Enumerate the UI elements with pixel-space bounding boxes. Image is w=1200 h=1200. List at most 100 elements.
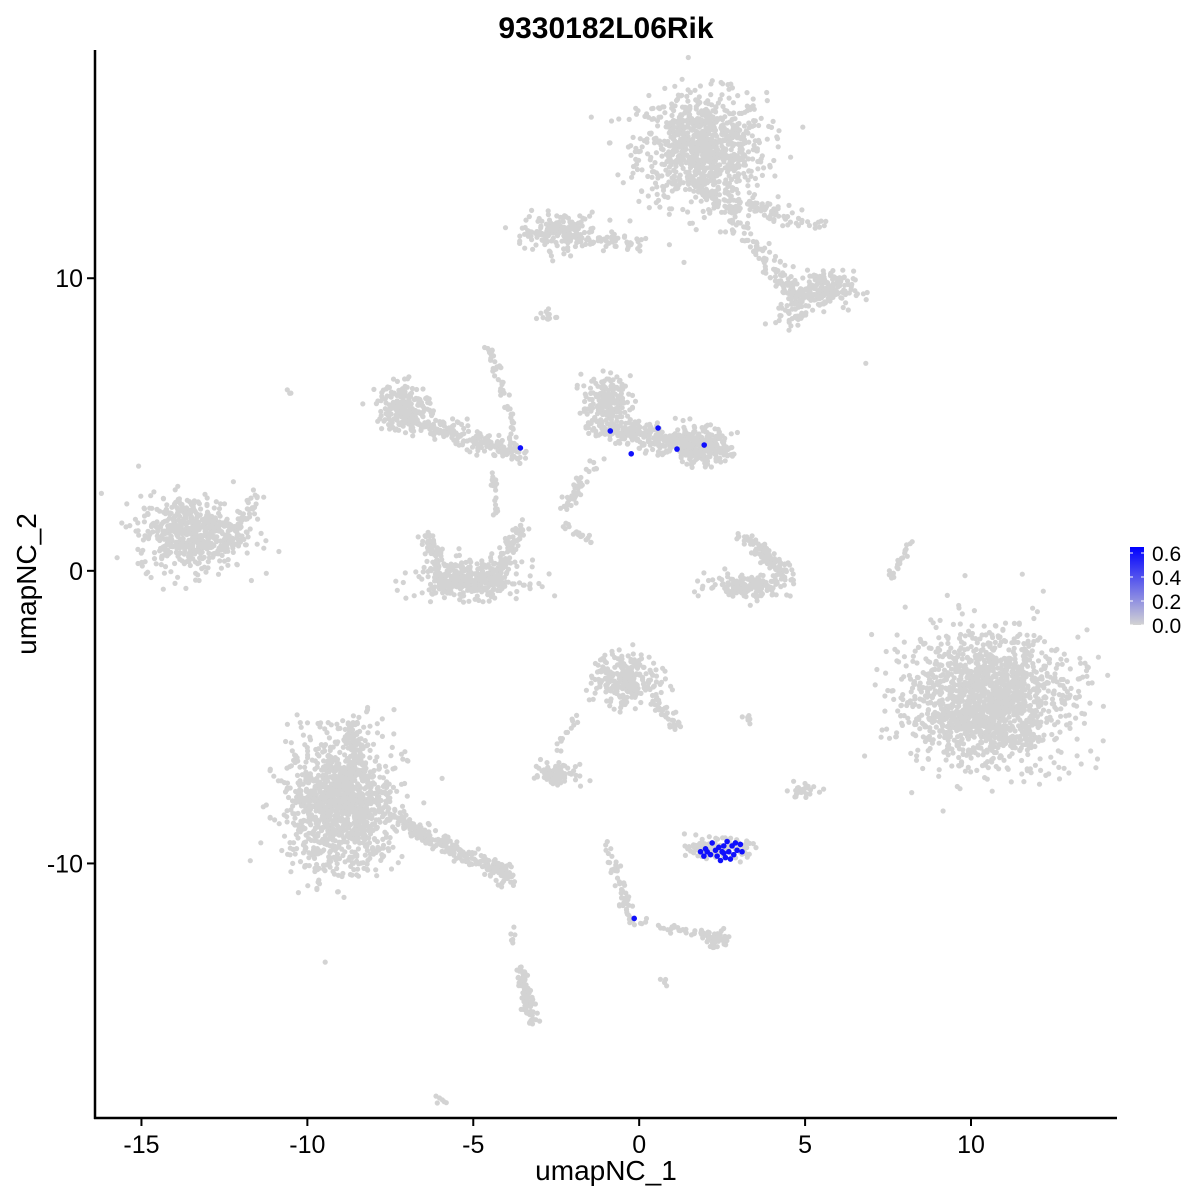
cell-point (793, 220, 799, 226)
cell-point (784, 303, 790, 309)
cell-point (699, 425, 705, 431)
cell-point (815, 293, 821, 299)
cell-point (762, 264, 768, 270)
cell-point (780, 289, 786, 295)
cell-point (606, 140, 613, 146)
cell-point (729, 159, 735, 165)
cell-point (209, 534, 215, 540)
cell-point (513, 434, 519, 440)
cell-point (388, 422, 394, 429)
cell-point (752, 175, 759, 182)
cell-point (726, 140, 732, 146)
cell-point (789, 210, 795, 216)
cell-point (772, 173, 778, 179)
cell-point (625, 440, 631, 446)
cell-point (744, 90, 750, 96)
cell-point (587, 396, 593, 402)
cell-point (1043, 700, 1049, 706)
cell-point (212, 550, 218, 556)
cell-point (216, 545, 222, 551)
cell-point (728, 147, 734, 153)
cell-point (650, 446, 656, 453)
cell-point (667, 143, 673, 149)
cell-point (695, 161, 701, 168)
cell-point (680, 417, 686, 424)
cell-point (484, 436, 491, 442)
cell-point (768, 578, 774, 584)
cell-point (764, 136, 770, 142)
cell-point (559, 238, 565, 244)
cell-point (645, 193, 651, 199)
cell-point (562, 227, 568, 233)
cell-point (695, 593, 701, 599)
cell-point (903, 663, 909, 669)
cell-point (441, 595, 447, 601)
cell-point (673, 142, 679, 148)
cell-point (430, 537, 437, 544)
cell-point (652, 160, 658, 166)
cell-point (735, 133, 741, 139)
cell-point (141, 505, 147, 511)
cell-point (543, 309, 549, 315)
cell-point (842, 288, 848, 294)
cell-point (701, 214, 707, 221)
cell-point (781, 567, 788, 573)
cell-point (636, 198, 642, 204)
cell-point (763, 579, 769, 586)
cell-point (500, 557, 507, 563)
cell-point (653, 150, 660, 156)
cell-point (705, 158, 712, 164)
cell-point (676, 440, 682, 446)
cell-point (649, 174, 655, 180)
cell-point (760, 257, 766, 263)
cell-point (1049, 647, 1055, 653)
cell-point (639, 167, 645, 173)
cell-point (170, 517, 176, 523)
cell-point (1039, 650, 1045, 656)
cell-point (488, 579, 494, 586)
cell-point (534, 229, 540, 235)
cell-point (228, 527, 234, 533)
cell-point (230, 549, 236, 556)
cell-point (820, 268, 826, 274)
cell-point (760, 248, 766, 254)
cell-point (630, 134, 636, 140)
cell-point (511, 581, 517, 587)
cell-point (744, 108, 750, 114)
cell-point (737, 127, 743, 133)
cell-point (402, 430, 409, 436)
cell-point (172, 487, 178, 493)
cell-point (775, 204, 781, 210)
cell-point (660, 183, 666, 190)
cell-point (959, 656, 965, 662)
cell-point (145, 510, 151, 516)
cell-point (489, 566, 495, 572)
cell-point (907, 541, 913, 547)
cell-point (211, 505, 217, 511)
cell-point (758, 159, 764, 165)
cell-point (514, 588, 520, 595)
cell-point (248, 577, 254, 584)
cell-point (654, 191, 660, 197)
cell-point (461, 425, 467, 432)
cell-point (628, 143, 634, 149)
cell-point (725, 198, 731, 204)
cell-point (728, 445, 734, 451)
cell-point (799, 207, 805, 213)
cell-point (664, 437, 671, 443)
cell-point (674, 184, 680, 190)
cell-point (530, 246, 536, 252)
cell-point (728, 177, 735, 183)
cell-point (878, 734, 884, 740)
cell-point (655, 442, 662, 449)
cell-point (678, 453, 684, 459)
cell-point (715, 184, 721, 190)
cell-point (641, 138, 647, 144)
cell-point (989, 632, 995, 638)
cell-point (424, 558, 430, 565)
cell-point (684, 461, 690, 467)
cell-point (860, 291, 867, 297)
cell-point (762, 541, 768, 547)
cell-point (587, 213, 593, 219)
cell-point (616, 116, 622, 122)
